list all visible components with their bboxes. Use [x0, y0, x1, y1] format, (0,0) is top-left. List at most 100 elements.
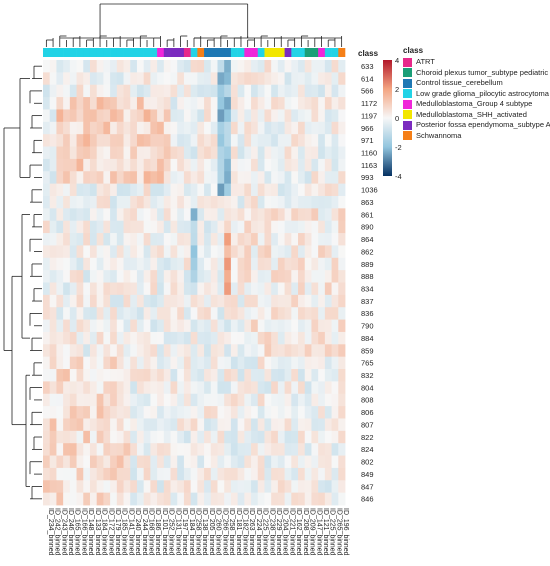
heatmap-cell	[251, 443, 259, 456]
heatmap-cell	[136, 430, 145, 444]
heatmap-cell	[43, 134, 51, 147]
heatmap-cell	[318, 331, 326, 345]
heatmap-cell	[190, 480, 198, 494]
heatmap-cell	[136, 492, 145, 506]
heatmap-cell	[197, 270, 205, 283]
heatmap-cell	[230, 220, 239, 234]
heatmap-cell	[136, 233, 145, 246]
heatmap-cell	[210, 109, 218, 123]
heatmap-cell	[89, 393, 98, 407]
heatmap-cell	[284, 430, 292, 444]
heatmap-cell	[43, 344, 51, 358]
heatmap-cell	[230, 406, 239, 419]
column-label: ID_209_binned	[309, 508, 316, 556]
heatmap-cell	[177, 208, 185, 222]
heatmap-cell	[83, 220, 91, 234]
class-annotation-cell	[244, 48, 252, 57]
heatmap-cell	[143, 233, 151, 246]
heatmap-cell	[318, 121, 326, 135]
heatmap-cell	[277, 443, 285, 456]
heatmap-cell	[63, 319, 71, 333]
heatmap-cell	[237, 245, 245, 259]
heatmap-cell	[324, 294, 332, 308]
heatmap-cell	[338, 282, 346, 296]
heatmap-cell	[304, 430, 312, 444]
class-annotation-cell	[56, 48, 64, 57]
heatmap-cell	[69, 72, 77, 86]
heatmap-cell	[230, 381, 239, 395]
row-label: 837	[361, 297, 374, 306]
column-label: ID_166_binned	[80, 508, 87, 556]
heatmap-cell	[244, 158, 252, 172]
color-scale-tick-label: -2	[395, 143, 402, 152]
heatmap-cell	[177, 72, 185, 86]
heatmap-cell	[157, 171, 165, 185]
class-annotation-cell	[143, 48, 151, 57]
heatmap-cell	[324, 307, 332, 320]
heatmap-cell	[204, 233, 212, 246]
heatmap-cell	[204, 455, 212, 469]
heatmap-cell	[230, 158, 239, 172]
heatmap-cell	[298, 344, 306, 358]
heatmap-cell	[143, 406, 151, 419]
heatmap-cell	[183, 369, 192, 382]
class-annotation-cell	[69, 48, 77, 57]
heatmap-cell	[177, 319, 185, 333]
heatmap-cell	[190, 381, 198, 395]
heatmap-cell	[298, 233, 306, 246]
heatmap-cell	[96, 418, 104, 432]
row-label: 566	[361, 87, 374, 96]
heatmap-cell	[163, 307, 171, 320]
heatmap-cell	[163, 158, 171, 172]
heatmap-cell	[204, 443, 212, 456]
heatmap-cell	[43, 294, 51, 308]
heatmap-cell	[76, 492, 84, 506]
row-label: 861	[361, 210, 374, 219]
heatmap-cell	[183, 158, 192, 172]
heatmap-cell	[177, 467, 185, 481]
heatmap-cell	[244, 344, 252, 358]
heatmap-cell	[190, 208, 198, 222]
heatmap-cell	[103, 294, 111, 308]
row-label: 889	[361, 260, 374, 269]
heatmap-cell	[204, 183, 212, 197]
heatmap-cell	[177, 480, 185, 494]
heatmap-cell	[298, 356, 306, 370]
heatmap-cell	[244, 109, 252, 123]
heatmap-cell	[291, 72, 299, 86]
heatmap-cell	[89, 480, 98, 494]
heatmap-cell	[116, 84, 124, 98]
heatmap-cell	[298, 109, 306, 123]
heatmap-cell	[197, 233, 205, 246]
heatmap-cell	[49, 109, 57, 123]
heatmap-cell	[197, 319, 205, 333]
heatmap-cell	[163, 282, 171, 296]
heatmap-cell	[83, 294, 91, 308]
heatmap-cell	[63, 183, 71, 197]
column-label: ID_238_binned	[268, 508, 275, 556]
heatmap-cell	[150, 233, 158, 246]
class-annotation-cell	[197, 48, 205, 57]
heatmap-cell	[130, 443, 138, 456]
column-label: ID_266_binned	[221, 508, 228, 556]
heatmap-cell	[311, 60, 319, 73]
heatmap-cell	[338, 257, 346, 271]
heatmap-cell	[157, 393, 165, 407]
heatmap-cell	[123, 220, 131, 234]
heatmap-cell	[217, 109, 225, 123]
heatmap-cell	[311, 183, 319, 197]
heatmap-cell	[257, 195, 265, 209]
heatmap-cell	[157, 294, 165, 308]
heatmap-cell	[291, 418, 299, 432]
heatmap-cell	[311, 270, 319, 283]
heatmap-cell	[197, 418, 205, 432]
class-annotation-cell	[136, 48, 144, 57]
heatmap-cell	[89, 220, 98, 234]
heatmap-cell	[197, 109, 205, 123]
heatmap-cell	[183, 480, 192, 494]
heatmap-cell	[338, 418, 346, 432]
column-label: ID_208_binned	[302, 508, 309, 556]
heatmap-cell	[110, 418, 118, 432]
heatmap-cell	[157, 406, 165, 419]
heatmap-cell	[89, 282, 98, 296]
